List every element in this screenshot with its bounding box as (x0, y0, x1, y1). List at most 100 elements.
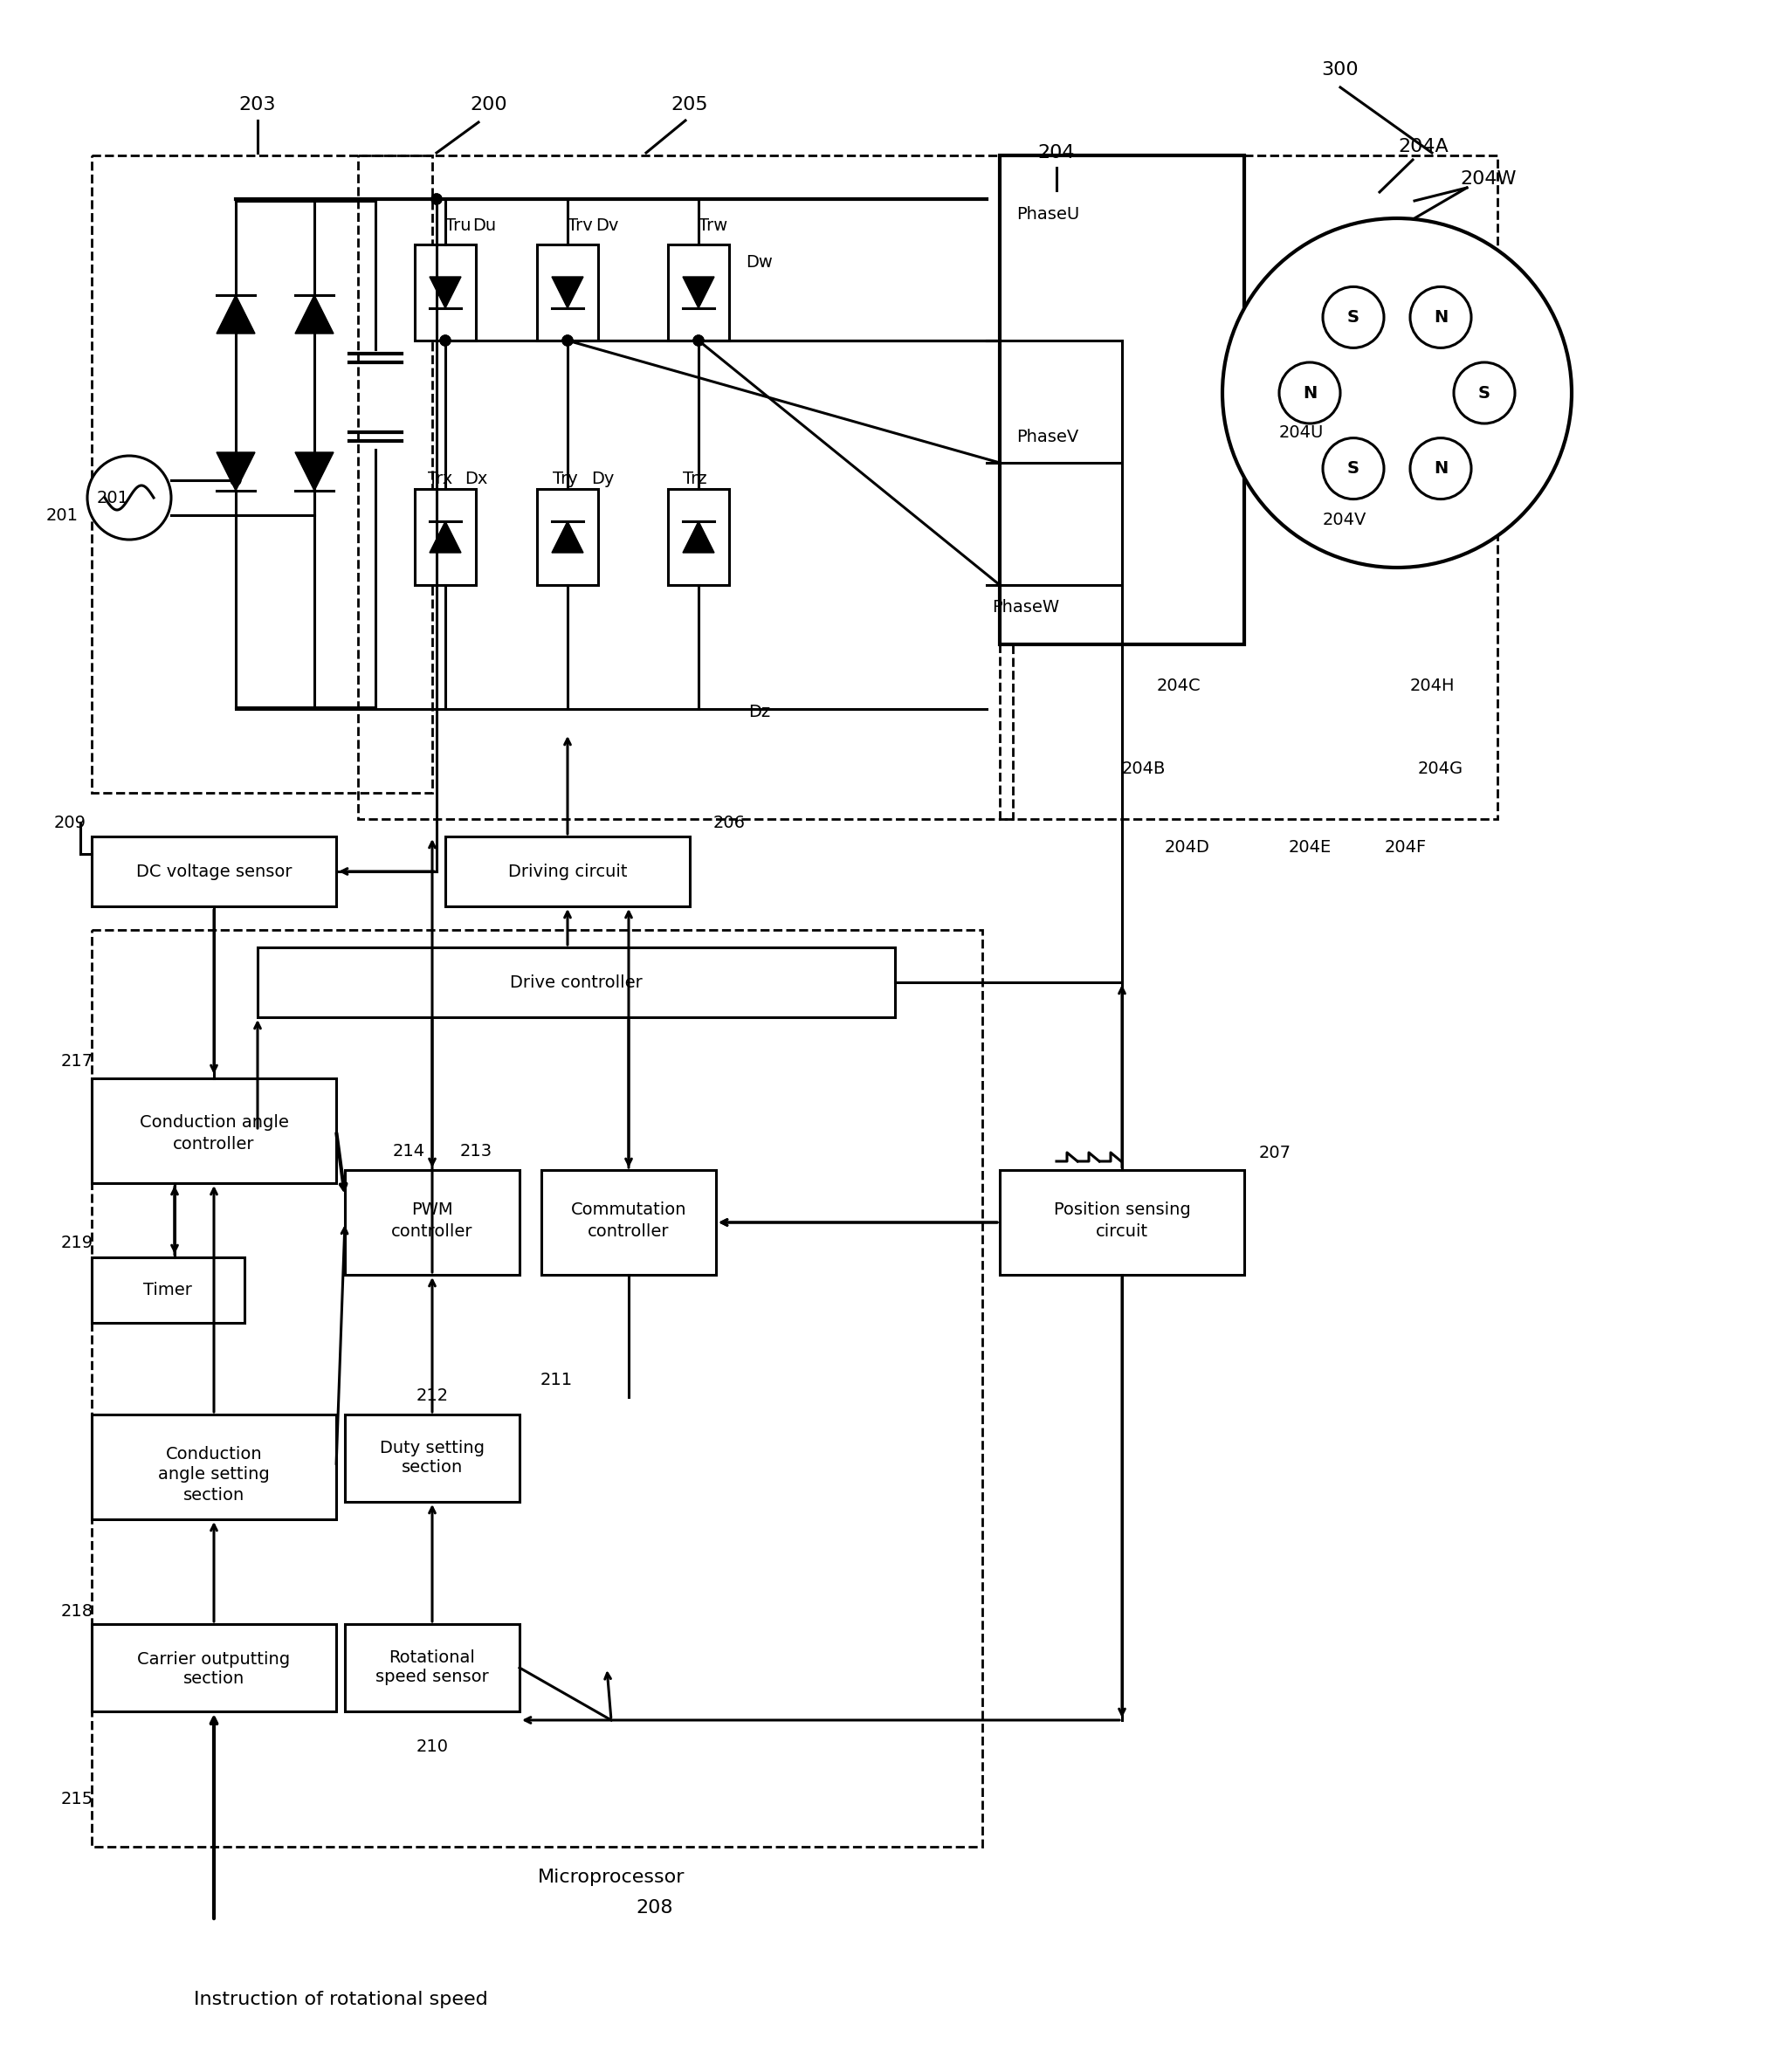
Text: Instruction of rotational speed: Instruction of rotational speed (193, 1991, 488, 2008)
Circle shape (1323, 437, 1383, 499)
Text: 204C: 204C (1157, 678, 1201, 694)
Text: PhaseW: PhaseW (992, 599, 1060, 615)
Text: 201: 201 (97, 489, 129, 506)
Text: 209: 209 (53, 814, 87, 831)
Circle shape (432, 195, 442, 205)
Text: Microprocessor: Microprocessor (538, 1869, 685, 1886)
Bar (541, 1171, 716, 1274)
Polygon shape (216, 294, 255, 334)
Text: Timer: Timer (143, 1280, 193, 1297)
Text: 206: 206 (713, 814, 745, 831)
Polygon shape (295, 294, 334, 334)
Polygon shape (295, 452, 334, 491)
Polygon shape (430, 522, 462, 553)
Text: Dz: Dz (748, 702, 771, 719)
Text: PhaseV: PhaseV (1017, 429, 1079, 445)
Circle shape (1454, 363, 1514, 423)
Text: angle setting: angle setting (157, 1465, 269, 1481)
Bar (538, 244, 598, 340)
Text: 207: 207 (1260, 1144, 1291, 1160)
Text: Dy: Dy (591, 470, 614, 487)
Circle shape (440, 336, 451, 346)
Bar (92, 1258, 244, 1322)
Bar (92, 155, 432, 794)
Text: Tru: Tru (446, 218, 471, 234)
Bar (669, 244, 729, 340)
Text: 219: 219 (60, 1235, 94, 1251)
Polygon shape (216, 452, 255, 491)
Text: controller: controller (587, 1222, 669, 1239)
Circle shape (693, 336, 704, 346)
Text: PhaseU: PhaseU (1015, 205, 1079, 222)
Text: Conduction angle: Conduction angle (140, 1115, 288, 1131)
Text: S: S (1348, 309, 1360, 325)
Bar (446, 837, 690, 905)
Text: section: section (184, 1486, 244, 1502)
Bar (999, 1171, 1244, 1274)
Bar (414, 244, 476, 340)
Bar (92, 930, 982, 1846)
Text: 205: 205 (670, 95, 708, 114)
Bar (92, 837, 336, 905)
Circle shape (1410, 437, 1472, 499)
Bar (92, 1077, 336, 1183)
Text: section: section (184, 1670, 244, 1687)
Bar (345, 1624, 520, 1711)
Text: 208: 208 (637, 1900, 674, 1917)
Text: 204F: 204F (1385, 839, 1428, 856)
Text: controller: controller (391, 1222, 472, 1239)
Bar (669, 489, 729, 584)
Text: DC voltage sensor: DC voltage sensor (136, 864, 292, 881)
Circle shape (1323, 286, 1383, 348)
Text: S: S (1479, 385, 1491, 402)
Text: 204E: 204E (1288, 839, 1332, 856)
Bar (92, 1624, 336, 1711)
Text: Trv: Trv (568, 218, 593, 234)
Text: 200: 200 (471, 95, 508, 114)
Text: Driving circuit: Driving circuit (508, 864, 628, 881)
Circle shape (693, 336, 704, 346)
Text: Carrier outputting: Carrier outputting (138, 1651, 290, 1668)
Text: Dx: Dx (463, 470, 488, 487)
Text: 201: 201 (46, 508, 78, 524)
Text: PWM: PWM (412, 1202, 453, 1218)
Text: Trz: Trz (683, 470, 708, 487)
Text: Try: Try (552, 470, 578, 487)
Bar (357, 155, 1014, 818)
Circle shape (1410, 286, 1472, 348)
Circle shape (87, 456, 172, 539)
Text: N: N (1302, 385, 1316, 402)
Text: 210: 210 (416, 1738, 448, 1755)
Polygon shape (430, 278, 462, 309)
Text: section: section (402, 1459, 463, 1475)
Circle shape (1222, 218, 1571, 568)
Circle shape (563, 336, 573, 346)
Text: controller: controller (173, 1135, 255, 1152)
Text: speed sensor: speed sensor (375, 1668, 488, 1685)
Text: Trw: Trw (699, 218, 727, 234)
Bar (92, 1415, 336, 1519)
Text: Dv: Dv (596, 218, 619, 234)
Polygon shape (683, 278, 715, 309)
Polygon shape (552, 278, 584, 309)
Bar (345, 1171, 520, 1274)
Text: Trx: Trx (428, 470, 453, 487)
Bar (999, 155, 1497, 818)
Text: 213: 213 (460, 1142, 492, 1158)
Text: 203: 203 (239, 95, 276, 114)
Text: 204: 204 (1038, 145, 1076, 162)
Circle shape (432, 195, 442, 205)
Text: circuit: circuit (1095, 1222, 1148, 1239)
Text: 204B: 204B (1122, 760, 1166, 777)
Text: Commutation: Commutation (571, 1202, 686, 1218)
Text: 204G: 204G (1419, 760, 1463, 777)
Circle shape (230, 474, 241, 485)
Text: Duty setting: Duty setting (380, 1440, 485, 1457)
Bar (999, 155, 1244, 644)
Text: 300: 300 (1321, 60, 1359, 79)
Text: N: N (1433, 309, 1447, 325)
Circle shape (1279, 363, 1341, 423)
Circle shape (440, 336, 451, 346)
Text: N: N (1433, 460, 1447, 477)
Text: 212: 212 (416, 1386, 448, 1403)
